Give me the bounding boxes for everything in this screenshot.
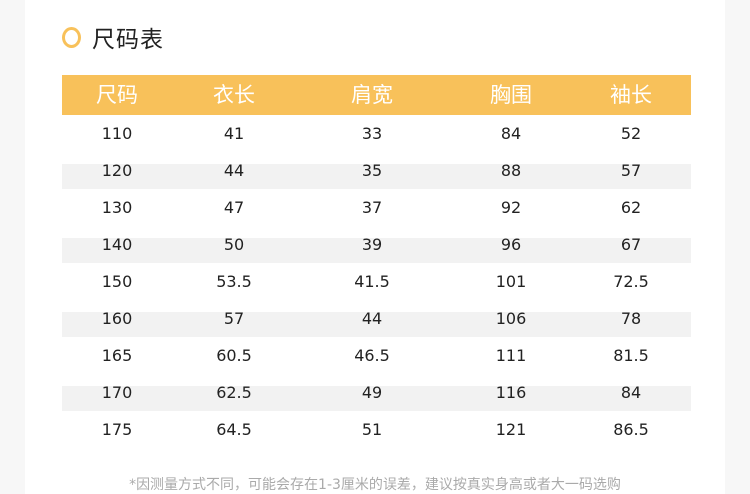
table-row: 170 62.5 49 116 84: [62, 374, 691, 411]
table-cell: 62.5: [216, 382, 252, 402]
table-row: 165 60.5 46.5 111 81.5: [62, 337, 691, 374]
table-header: 尺码 衣长 肩宽 胸围 袖长: [62, 75, 691, 115]
table-row: 140 50 39 96 67: [62, 226, 691, 263]
table-cell: 170: [101, 382, 133, 402]
header-cell: 袖长: [610, 83, 652, 107]
table-cell: 35: [361, 160, 383, 180]
circle-icon: [62, 26, 81, 48]
table-cell: 44: [223, 160, 245, 180]
table-cell: 52: [620, 123, 642, 143]
section-title: 尺码表: [62, 22, 164, 53]
table-row: 110 41 33 84 52: [62, 115, 691, 152]
table-cell: 47: [223, 197, 245, 217]
table-row: 160 57 44 106 78: [62, 300, 691, 337]
header-cell: 尺码: [96, 83, 138, 107]
table-cell: 130: [101, 197, 133, 217]
table-cell: 96: [500, 234, 522, 254]
table-cell: 150: [101, 271, 133, 291]
table-cell: 33: [361, 123, 383, 143]
size-table: 尺码 衣长 肩宽 胸围 袖长 110 41 33 84 52 120 44 35 88 57 130…: [62, 75, 691, 448]
title-text: 尺码表: [92, 27, 164, 53]
table-cell: 116: [495, 382, 527, 402]
table-cell: 165: [101, 345, 133, 365]
table-cell: 46.5: [354, 345, 390, 365]
table-cell: 41.5: [354, 271, 390, 291]
table-cell: 140: [101, 234, 133, 254]
table-row: 120 44 35 88 57: [62, 152, 691, 189]
table-cell: 110: [101, 123, 133, 143]
table-row: 130 47 37 92 62: [62, 189, 691, 226]
table-cell: 60.5: [216, 345, 252, 365]
table-cell: 101: [495, 271, 527, 291]
table-cell: 39: [361, 234, 383, 254]
table-cell: 106: [495, 308, 527, 328]
table-cell: 37: [361, 197, 383, 217]
table-cell: 78: [620, 308, 642, 328]
header-cell: 肩宽: [351, 83, 393, 107]
table-row: 150 53.5 41.5 101 72.5: [62, 263, 691, 300]
table-cell: 88: [500, 160, 522, 180]
table-cell: 49: [361, 382, 383, 402]
table-cell: 84: [500, 123, 522, 143]
table-cell: 53.5: [216, 271, 252, 291]
table-cell: 111: [495, 345, 527, 365]
table-cell: 57: [223, 308, 245, 328]
table-cell: 84: [620, 382, 642, 402]
table-cell: 50: [223, 234, 245, 254]
table-cell: 121: [495, 419, 527, 439]
header-cell: 胸围: [490, 83, 532, 107]
table-cell: 175: [101, 419, 133, 439]
table-cell: 160: [101, 308, 133, 328]
measurement-note: *因测量方式不同，可能会存在1-3厘米的误差，建议按真实身高或者大一码选购: [129, 477, 621, 493]
table-cell: 41: [223, 123, 245, 143]
table-cell: 62: [620, 197, 642, 217]
table-cell: 57: [620, 160, 642, 180]
table-cell: 92: [500, 197, 522, 217]
header-cell: 衣长: [213, 83, 255, 107]
table-cell: 72.5: [613, 271, 649, 291]
table-cell: 81.5: [613, 345, 649, 365]
table-cell: 64.5: [216, 419, 252, 439]
table-cell: 120: [101, 160, 133, 180]
table-cell: 86.5: [613, 419, 649, 439]
table-row: 175 64.5 51 121 86.5: [62, 411, 691, 448]
table-cell: 44: [361, 308, 383, 328]
table-cell: 67: [620, 234, 642, 254]
table-cell: 51: [361, 419, 383, 439]
